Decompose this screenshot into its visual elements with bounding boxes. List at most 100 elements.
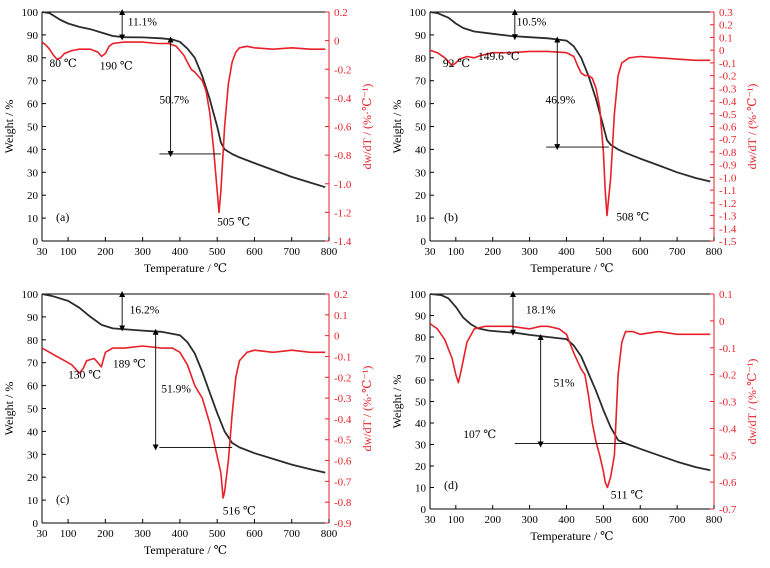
x-tick-label: 700 (283, 528, 300, 540)
x-tick-label: 500 (209, 528, 226, 540)
y-right-axis-label: dw/dT / (%·℃⁻¹) (745, 84, 759, 170)
annotation: 10.5% (517, 17, 547, 29)
x-tick-label: 100 (448, 514, 465, 526)
panel-label: (a) (56, 210, 69, 224)
x-tick-label: 100 (60, 528, 77, 540)
y-left-tick-label: 80 (415, 53, 427, 65)
y-left-tick-label: 40 (415, 418, 427, 430)
y-right-tick-label: -0.9 (719, 160, 737, 172)
y-right-axis-label: dw/dT / (%·℃⁻¹) (360, 366, 374, 452)
y-right-tick-label: -0.8 (719, 147, 737, 159)
y-right-tick-label: -0.4 (719, 96, 737, 108)
y-left-tick-label: 70 (27, 358, 39, 370)
y-right-tick-label: -0.7 (719, 504, 737, 516)
annotation: 190 ℃ (100, 60, 133, 72)
y-right-tick-label: -0.7 (334, 476, 352, 488)
x-tick-label: 700 (283, 246, 300, 258)
y-left-tick-label: 90 (27, 312, 39, 324)
y-left-tick-label: 90 (415, 30, 427, 42)
x-tick-label: 200 (97, 528, 114, 540)
y-left-tick-label: 0 (33, 518, 39, 530)
y-right-axis-label: dw/dT / (%·℃⁻¹) (745, 359, 759, 445)
panel-label: (d) (444, 478, 458, 492)
y-right-tick-label: -0.3 (334, 393, 352, 405)
y-right-tick-label: -1.2 (334, 207, 351, 219)
y-right-tick-label: -0.4 (334, 414, 352, 426)
y-left-tick-label: 100 (410, 289, 427, 301)
y-left-tick-label: 0 (421, 504, 427, 516)
x-tick-label: 30 (425, 246, 437, 258)
y-right-tick-label: -1.4 (334, 236, 352, 248)
y-right-tick-label: 0 (334, 36, 340, 48)
weight-curve (41, 11, 326, 189)
panel-b: 30 100 200 300 400 500 600 700 80001020304050607… (390, 7, 759, 275)
y-right-tick-label: -0.5 (334, 435, 352, 447)
y-left-tick-label: 60 (27, 381, 39, 393)
y-right-tick-label: -0.4 (719, 423, 737, 435)
x-axis-label: Temperature / ℃ (144, 261, 227, 275)
y-right-tick-label: 0.2 (334, 289, 348, 301)
y-right-tick-label: -0.5 (719, 450, 737, 462)
annotation: 516 ℃ (223, 506, 256, 518)
y-left-tick-label: 40 (27, 144, 39, 156)
x-tick-label: 30 (425, 514, 437, 526)
panel-d: 30 100 200 300 400 500 600 700 80001020304050607… (390, 289, 759, 543)
y-left-tick-label: 60 (415, 99, 427, 111)
y-right-tick-label: -1.0 (719, 172, 737, 184)
y-right-tick-label: -1.1 (719, 185, 736, 197)
y-right-tick-label: -1.2 (719, 198, 736, 210)
y-left-tick-label: 10 (27, 213, 39, 225)
y-right-tick-label: -0.6 (719, 477, 737, 489)
x-tick-label: 200 (484, 246, 501, 258)
y-right-tick-label: -0.1 (719, 343, 736, 355)
y-left-tick-label: 30 (415, 167, 427, 179)
annotation: 50.7% (159, 95, 189, 107)
x-tick-label: 100 (60, 246, 77, 258)
y-left-tick-label: 60 (27, 99, 39, 111)
y-right-tick-label: 0 (334, 331, 340, 343)
y-left-tick-label: 50 (415, 122, 427, 134)
annotation: 149.6 ℃ (478, 51, 520, 63)
y-right-tick-label: 0.1 (334, 310, 348, 322)
x-tick-label: 500 (595, 514, 612, 526)
derivative-curve (41, 41, 326, 214)
y-left-tick-label: 100 (410, 7, 427, 19)
y-right-tick-label: -1.5 (719, 236, 737, 248)
y-left-tick-label: 50 (415, 397, 427, 409)
y-right-tick-label: -0.5 (719, 109, 737, 121)
annotation: 11.1% (128, 17, 158, 29)
y-right-tick-label: -1.0 (334, 179, 352, 191)
derivative-curve (41, 345, 326, 499)
y-right-tick-label: -0.9 (334, 518, 352, 530)
x-tick-label: 700 (669, 246, 686, 258)
y-left-tick-label: 20 (27, 190, 39, 202)
x-tick-label: 200 (484, 514, 501, 526)
x-tick-label: 500 (595, 246, 612, 258)
derivative-curve (429, 322, 711, 489)
annotation: 508 ℃ (616, 212, 649, 224)
x-tick-label: 400 (172, 246, 189, 258)
x-tick-label: 300 (521, 246, 538, 258)
panel-c: 30 100 200 300 400 500 600 700 80001020304050607… (2, 289, 374, 557)
y-right-tick-label: -0.1 (334, 351, 351, 363)
y-left-tick-label: 60 (415, 375, 427, 387)
x-tick-label: 600 (246, 528, 263, 540)
y-right-tick-label: 0.2 (719, 20, 733, 32)
x-tick-label: 400 (172, 528, 189, 540)
annotation: 51.9% (161, 383, 191, 395)
y-left-axis-label: Weight / % (390, 100, 404, 154)
x-tick-label: 400 (558, 514, 575, 526)
y-left-tick-label: 90 (415, 311, 427, 323)
annotation: 80 ℃ (49, 58, 76, 70)
y-right-tick-label: -0.6 (334, 122, 352, 134)
annotation: 107 ℃ (463, 429, 496, 441)
panel-label: (b) (444, 210, 458, 224)
x-axis-label: Temperature / ℃ (144, 543, 227, 557)
x-tick-label: 800 (706, 514, 723, 526)
y-left-tick-label: 80 (27, 335, 39, 347)
y-left-axis-label: Weight / % (2, 100, 16, 154)
annotation: 51% (554, 377, 576, 389)
x-tick-label: 500 (209, 246, 226, 258)
y-right-axis-label: dw/dT / (%·℃⁻¹) (360, 84, 374, 170)
